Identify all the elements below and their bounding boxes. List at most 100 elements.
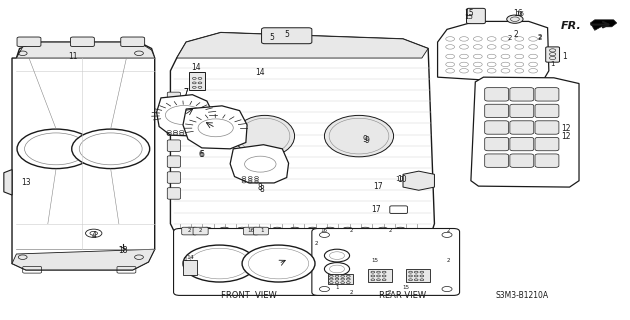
Text: 9: 9 [363,135,368,144]
Circle shape [289,227,301,233]
Circle shape [324,263,350,275]
Text: 5: 5 [284,30,289,39]
Circle shape [307,227,318,233]
Text: 15: 15 [403,285,410,290]
Text: 9: 9 [364,136,369,145]
FancyBboxPatch shape [484,137,508,151]
Text: FR.: FR. [561,21,582,31]
Text: 15: 15 [371,258,378,263]
Text: 5: 5 [270,34,275,43]
Text: 2: 2 [508,35,512,41]
FancyBboxPatch shape [535,154,559,167]
Text: REAR VIEW: REAR VIEW [379,291,427,300]
Polygon shape [230,145,289,183]
Text: 12: 12 [562,132,571,140]
Text: 7: 7 [184,88,188,97]
FancyBboxPatch shape [510,154,534,167]
FancyBboxPatch shape [510,121,534,134]
Circle shape [219,227,230,233]
Text: 8: 8 [257,183,262,192]
FancyBboxPatch shape [484,121,508,134]
FancyBboxPatch shape [168,92,180,104]
Bar [183,260,197,275]
Text: 2: 2 [315,241,319,246]
Text: 6: 6 [200,150,204,159]
Text: 2: 2 [447,228,450,233]
Text: 17: 17 [373,182,382,191]
FancyBboxPatch shape [253,227,268,235]
Text: 18: 18 [118,246,128,255]
FancyBboxPatch shape [312,228,459,295]
Polygon shape [16,42,155,58]
Circle shape [17,129,95,169]
Polygon shape [157,95,213,136]
FancyBboxPatch shape [168,172,180,183]
Text: 13: 13 [21,178,31,187]
Polygon shape [12,42,155,270]
FancyBboxPatch shape [121,37,145,47]
FancyBboxPatch shape [173,228,321,295]
Text: 1: 1 [183,257,188,262]
Polygon shape [171,33,435,243]
Text: 16: 16 [513,9,523,18]
FancyBboxPatch shape [510,88,534,101]
Polygon shape [403,171,435,190]
Text: 14: 14 [186,255,195,260]
FancyBboxPatch shape [484,88,508,101]
FancyBboxPatch shape [535,88,559,101]
Circle shape [395,227,406,233]
Text: 14: 14 [191,63,200,72]
Circle shape [183,245,256,282]
Text: 1: 1 [260,228,264,233]
Text: 2: 2 [387,290,391,295]
FancyBboxPatch shape [466,8,485,24]
Text: 10: 10 [396,176,404,182]
Text: 6: 6 [198,150,203,159]
Circle shape [507,15,523,23]
Circle shape [377,227,389,233]
Text: 17: 17 [371,205,381,214]
FancyBboxPatch shape [168,188,180,199]
Text: 2: 2 [514,30,518,39]
Circle shape [183,227,195,233]
Circle shape [324,227,336,233]
FancyBboxPatch shape [71,37,94,47]
Polygon shape [438,21,549,84]
Text: 1: 1 [551,61,555,68]
Text: 1: 1 [562,52,567,61]
Ellipse shape [235,116,295,157]
FancyBboxPatch shape [243,227,258,235]
Text: 2: 2 [537,35,542,41]
FancyBboxPatch shape [546,47,559,62]
FancyBboxPatch shape [484,104,508,118]
Circle shape [272,227,283,233]
FancyBboxPatch shape [181,227,197,235]
Circle shape [236,227,248,233]
Text: 2: 2 [350,290,353,295]
Bar [406,269,430,282]
Text: 16: 16 [515,11,524,17]
Text: S3M3-B1210A: S3M3-B1210A [496,291,549,300]
Text: 4: 4 [91,231,96,240]
Text: 2: 2 [350,228,353,233]
FancyBboxPatch shape [168,156,180,167]
Circle shape [324,249,350,262]
Text: 2: 2 [389,228,392,233]
Text: 7: 7 [184,88,188,97]
Polygon shape [590,20,617,30]
Polygon shape [176,33,428,58]
Text: 2: 2 [199,228,202,233]
Text: 15: 15 [464,14,474,20]
Polygon shape [471,77,579,187]
Circle shape [254,227,265,233]
Polygon shape [12,249,155,270]
Text: 11: 11 [68,52,77,61]
FancyBboxPatch shape [535,121,559,134]
FancyBboxPatch shape [168,108,180,120]
FancyBboxPatch shape [168,140,180,151]
Text: 2: 2 [538,34,542,40]
Circle shape [342,227,353,233]
Bar [189,72,205,90]
FancyBboxPatch shape [535,137,559,151]
Bar [369,269,392,282]
